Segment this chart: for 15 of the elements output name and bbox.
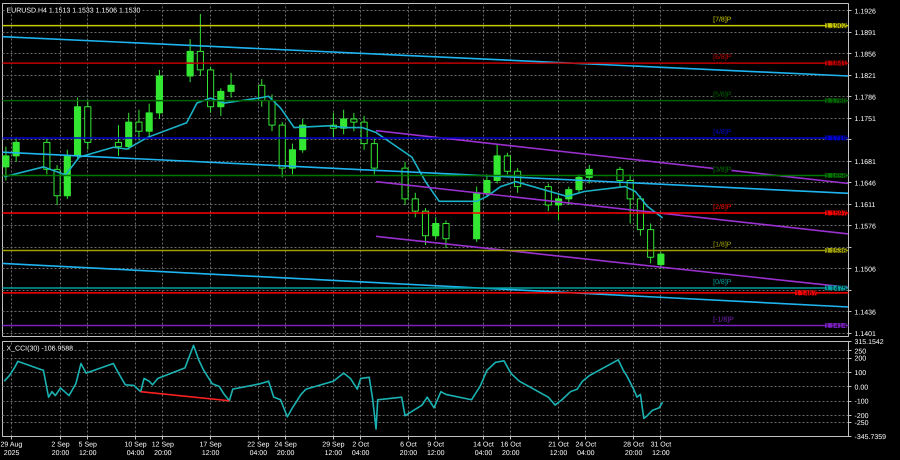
candlestick: [442, 220, 450, 249]
candlestick: [432, 216, 440, 240]
candlestick: [2, 146, 10, 181]
candlestick: [114, 124, 122, 156]
candlestick: [657, 252, 664, 270]
line-series: [3, 344, 664, 430]
candlestick: [196, 13, 204, 76]
candlestick: [288, 143, 296, 175]
candlestick: [483, 174, 490, 196]
candlestick: [146, 103, 153, 138]
candlestick: [504, 152, 511, 175]
candlestick: [412, 192, 419, 218]
candlestick: [135, 109, 143, 142]
candlestick: [227, 72, 235, 98]
candlestick: [350, 112, 358, 132]
